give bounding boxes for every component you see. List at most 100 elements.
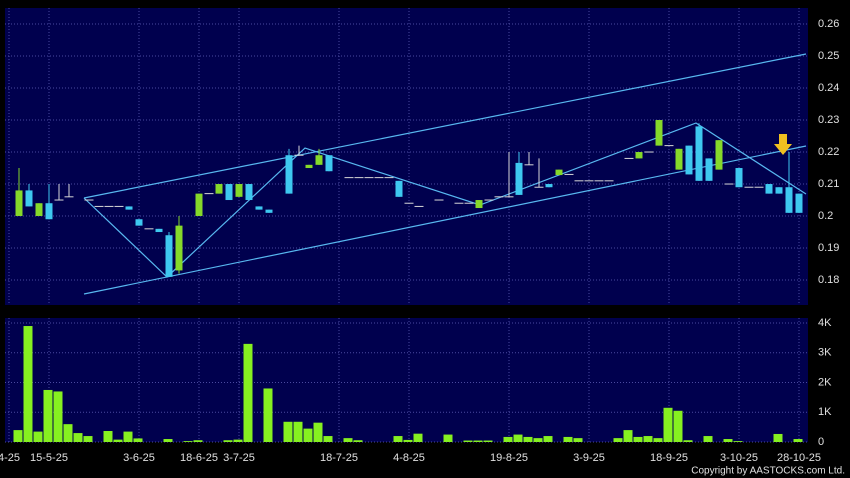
volume-tick-label: 0	[818, 436, 824, 448]
candle-body	[255, 206, 263, 210]
volume-bar	[623, 430, 633, 442]
y-tick-label: 0.2	[818, 210, 833, 222]
x-tick-label: 28-10-25	[777, 452, 821, 464]
y-tick-label: 0.24	[818, 82, 839, 94]
volume-bar	[403, 439, 413, 442]
candle-body	[695, 126, 703, 181]
candle-body	[45, 203, 53, 220]
volume-bar	[653, 438, 663, 442]
candle-body	[265, 209, 273, 213]
volume-bar	[83, 436, 93, 442]
candle-body	[475, 200, 483, 209]
volume-bar	[793, 439, 803, 442]
candle-body	[795, 193, 803, 213]
volume-bar	[73, 433, 83, 442]
volume-bar	[353, 440, 363, 442]
volume-bar	[183, 441, 193, 442]
x-tick-label: 18-6-25	[180, 452, 218, 464]
volume-bar	[523, 436, 533, 442]
volume-bar	[393, 436, 403, 442]
volume-bar	[163, 439, 173, 442]
volume-panel	[5, 318, 808, 442]
x-tick-label: 18-7-25	[320, 452, 358, 464]
volume-bar	[323, 436, 333, 442]
x-tick-label: 19-8-25	[490, 452, 528, 464]
arrow-marker	[774, 134, 792, 155]
candle-body	[225, 184, 233, 201]
volume-bar	[263, 388, 273, 442]
volume-bar	[473, 440, 483, 442]
candle-body	[135, 219, 143, 226]
candle-body	[175, 225, 183, 271]
volume-bar	[313, 422, 323, 442]
y-tick-label: 0.21	[818, 178, 839, 190]
volume-tick-label: 2K	[818, 376, 832, 388]
candle-body	[635, 152, 643, 159]
x-tick-label: 3-9-25	[573, 452, 605, 464]
volume-bar	[723, 439, 733, 442]
candle-body	[235, 184, 243, 197]
candle-body	[715, 140, 723, 170]
volume-bar	[43, 389, 53, 442]
price-panel	[5, 8, 808, 305]
volume-bar	[283, 421, 293, 442]
candle-body	[305, 164, 313, 169]
x-tick-label: 3-7-25	[223, 452, 255, 464]
candle-body	[15, 190, 23, 217]
x-tick-label: 3-6-25	[123, 452, 155, 464]
candle-body	[675, 148, 683, 170]
candle-body	[395, 180, 403, 197]
volume-bar	[123, 431, 133, 442]
volume-bar	[223, 440, 233, 442]
volume-bar	[293, 421, 303, 442]
candle-body	[785, 187, 793, 213]
x-tick-label: 3-10-25	[720, 452, 758, 464]
candle-body	[195, 193, 203, 217]
volume-bar	[683, 440, 693, 442]
volume-bar	[343, 438, 353, 442]
volume-bar	[703, 436, 713, 442]
y-tick-label: 0.23	[818, 114, 839, 126]
candle-body	[545, 184, 553, 188]
volume-bar	[503, 436, 513, 442]
volume-tick-label: 1K	[818, 406, 832, 418]
volume-bar	[113, 439, 123, 442]
volume-bar	[13, 430, 23, 442]
volume-bar	[443, 434, 453, 442]
volume-bar	[243, 343, 253, 442]
volume-bar	[33, 431, 43, 442]
volume-tick-label: 3K	[818, 347, 832, 359]
volume-tick-label: 4K	[818, 317, 832, 329]
volume-bar	[133, 438, 143, 442]
candle-body	[165, 235, 173, 277]
volume-bar	[413, 433, 423, 442]
volume-bar	[733, 441, 743, 442]
y-tick-label: 0.22	[818, 146, 839, 158]
candle-body	[735, 168, 743, 188]
volume-bar	[773, 433, 783, 442]
marks	[13, 120, 803, 442]
y-tick-label: 0.26	[818, 18, 839, 30]
candle-body	[155, 228, 163, 233]
candle-body	[245, 184, 253, 201]
copyright: Copyright by AASTOCKS.com Ltd.	[691, 466, 845, 477]
candle-body	[25, 190, 33, 207]
volume-bar	[23, 326, 33, 442]
volume-bar	[483, 440, 493, 442]
volume-bar	[513, 434, 523, 442]
volume-bar	[673, 410, 683, 442]
volume-bar	[233, 439, 243, 442]
volume-bar	[103, 430, 113, 442]
upper-channel	[83, 53, 807, 199]
volume-bar	[63, 424, 73, 442]
volume-bar	[303, 428, 313, 442]
y-tick-label: 0.19	[818, 242, 839, 254]
candle-body	[515, 162, 523, 195]
x-tick-label: 18-9-25	[650, 452, 688, 464]
x-tick-label: 4-8-25	[393, 452, 425, 464]
volume-bar	[633, 436, 643, 442]
candle-body	[555, 169, 563, 176]
volume-bar	[663, 407, 673, 442]
volume-bar	[573, 438, 583, 442]
volume-bar	[533, 438, 543, 442]
